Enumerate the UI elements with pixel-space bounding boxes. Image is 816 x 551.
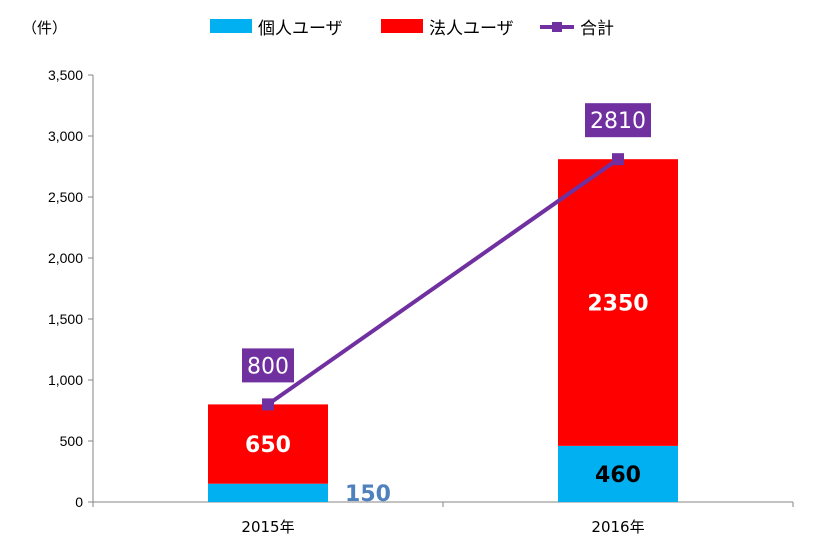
y-tick-label: 1,000 bbox=[48, 372, 83, 388]
legend-swatch bbox=[381, 19, 423, 33]
bar-segment bbox=[208, 483, 328, 502]
bar-segment bbox=[208, 404, 328, 484]
axes: 0 500 1,000 1,500 2,000 2,500 3,000 3,500 2015年 2… bbox=[48, 67, 794, 536]
bar-segment bbox=[558, 445, 678, 502]
y-tick-label: 3,500 bbox=[48, 67, 83, 83]
x-tick-label: 2015年 bbox=[241, 518, 294, 536]
y-tick-label: 2,000 bbox=[48, 250, 83, 266]
y-tick-label: 500 bbox=[60, 433, 84, 449]
y-tick-label: 2,500 bbox=[48, 189, 83, 205]
legend: 個人ユーザ 法人ユーザ 合計 bbox=[210, 19, 614, 39]
y-tick-label: 3,000 bbox=[48, 128, 83, 144]
legend-label: 合計 bbox=[580, 19, 614, 39]
data-labels: 150 650 460 2350 800 2810 bbox=[242, 103, 651, 507]
bars bbox=[208, 159, 678, 502]
legend-swatch-marker bbox=[552, 22, 562, 32]
total-label-box bbox=[242, 348, 294, 383]
y-unit-label: （件） bbox=[22, 19, 67, 37]
y-tick-label: 1,500 bbox=[48, 311, 83, 327]
bar-data-label: 2350 bbox=[587, 292, 648, 317]
total-line bbox=[262, 153, 624, 411]
bar-data-label: 460 bbox=[595, 463, 641, 488]
total-data-label: 800 bbox=[247, 354, 289, 379]
y-tick-label: 0 bbox=[75, 494, 83, 510]
total-label-box bbox=[585, 103, 651, 138]
total-marker bbox=[262, 398, 274, 411]
bar-segment bbox=[558, 159, 678, 446]
x-tick-label: 2016年 bbox=[591, 518, 644, 536]
total-marker bbox=[612, 153, 624, 166]
bar-data-label: 150 bbox=[345, 482, 391, 507]
legend-label: 個人ユーザ bbox=[258, 19, 343, 39]
legend-swatch bbox=[210, 19, 252, 33]
total-series-line bbox=[266, 157, 620, 407]
bar-data-label: 650 bbox=[245, 433, 291, 458]
legend-label: 法人ユーザ bbox=[429, 19, 514, 39]
total-data-label: 2810 bbox=[590, 109, 646, 134]
